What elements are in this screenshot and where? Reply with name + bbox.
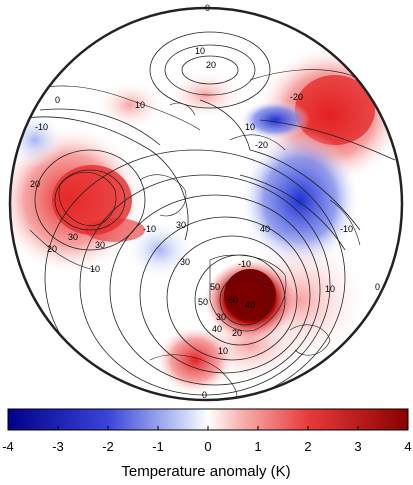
contour-labels: 0 10 20 -20 10 0 -10 10 -20 -10 20 30 30… [30, 3, 380, 400]
colorbar: -4 -3 -2 -1 0 1 2 3 4 Temperature anomaly (K) [2, 408, 412, 480]
contour-label: 40 [260, 224, 270, 234]
contour-label: 30 [176, 220, 186, 230]
contour-label: -20 [255, 140, 268, 150]
colorbar-ticks: -4 -3 -2 -1 0 1 2 3 4 [2, 426, 412, 454]
colorbar-tick-label: -3 [52, 439, 64, 454]
contour-label: 20 [206, 60, 216, 70]
colorbar-tick-label: -2 [102, 439, 114, 454]
colorbar-tick-label: 2 [304, 439, 311, 454]
contour-label: 10 [218, 346, 228, 356]
contour-label: -20 [290, 92, 303, 102]
colorbar-tick-label: 1 [254, 439, 261, 454]
contour-label: 30 [180, 257, 190, 267]
contour-label: 30 [95, 240, 105, 250]
contour-label: 30 [216, 312, 226, 322]
contour-label: 10 [245, 122, 255, 132]
map-border [8, 6, 404, 402]
contour-label: -10 [340, 224, 353, 234]
contour-label: 20 [232, 328, 242, 338]
contour-label: 10 [90, 264, 100, 274]
colorbar-tick-label: 3 [354, 439, 361, 454]
contour-label: -10 [35, 122, 48, 132]
contour-label: 0 [55, 95, 60, 105]
colorbar-title: Temperature anomaly (K) [121, 463, 290, 480]
contour-label: 10 [195, 46, 205, 56]
colorbar-tick-label: 4 [404, 439, 411, 454]
contour-label: 10 [135, 100, 145, 110]
contour-label: 50 [210, 282, 220, 292]
contour-label: -10 [238, 259, 251, 269]
contour-label: 30 [68, 232, 78, 242]
contour-label: 20 [30, 179, 40, 189]
contour-label: 10 [325, 284, 335, 294]
contour-label: -10 [143, 224, 156, 234]
contour-label: 0 [375, 282, 380, 292]
contour-label: 40 [212, 324, 222, 334]
contour-label: 20 [47, 244, 57, 254]
contour-lines [14, 31, 396, 400]
colorbar-tick-label: -1 [152, 439, 164, 454]
contour-label: 0 [202, 390, 207, 400]
contour-label: 40 [245, 300, 255, 310]
contour-label: 60 [228, 295, 238, 305]
colorbar-tick-label: -4 [2, 439, 14, 454]
contour-label: 50 [198, 297, 208, 307]
colorbar-tick-label: 0 [204, 439, 211, 454]
